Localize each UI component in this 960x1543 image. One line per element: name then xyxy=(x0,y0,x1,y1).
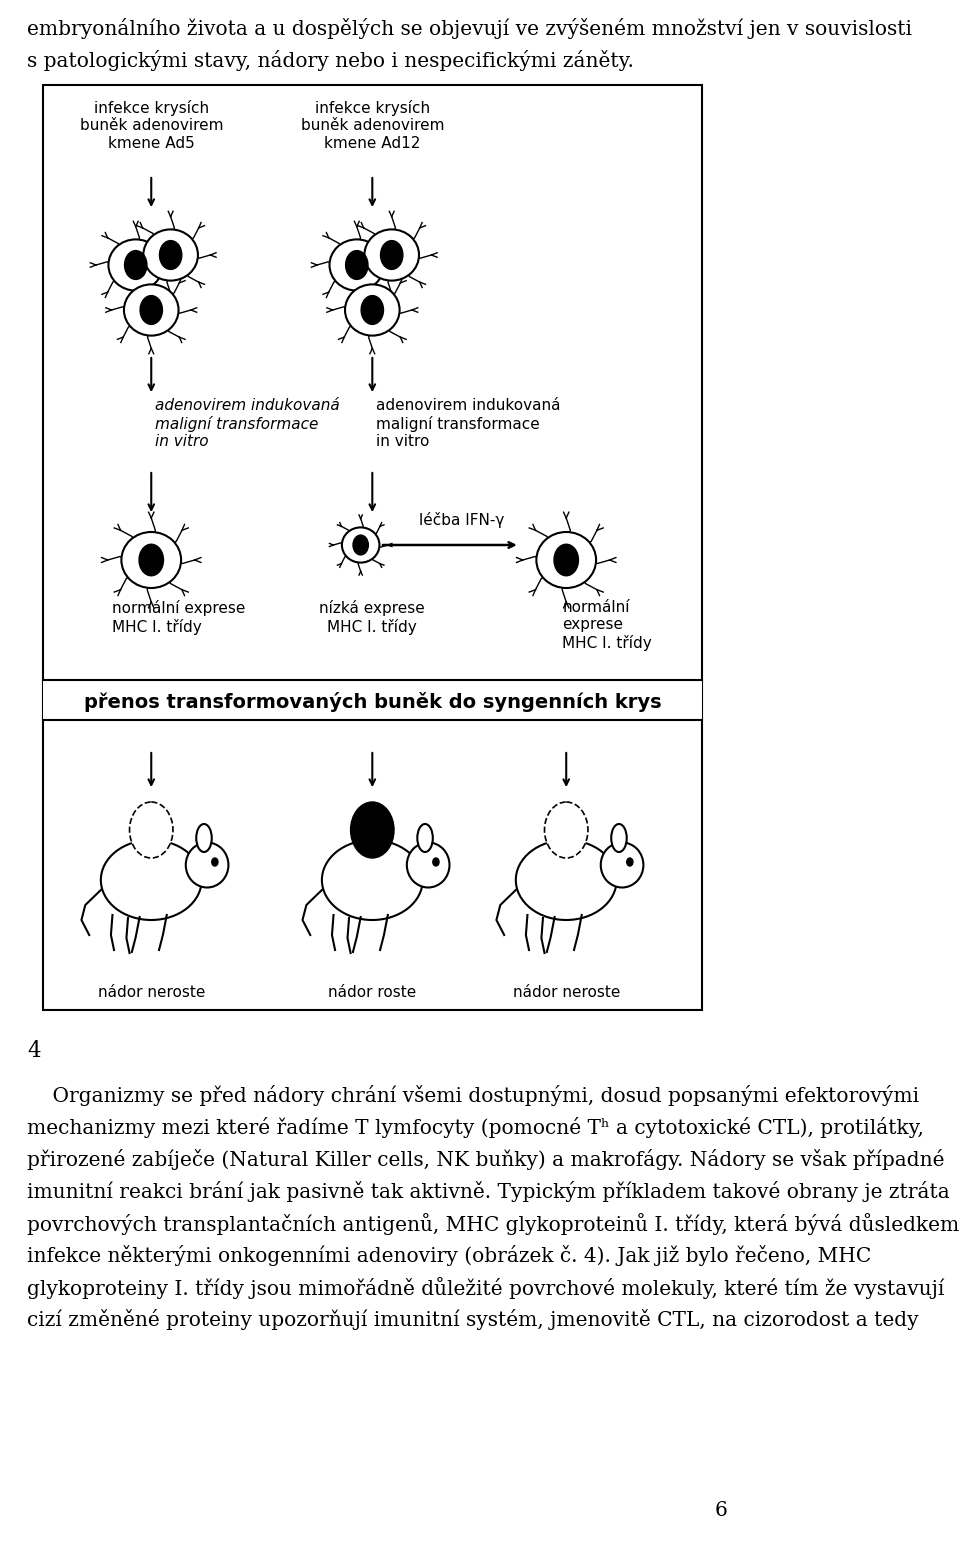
Text: adenovirem indukovaná
maligní transformace
in vitro: adenovirem indukovaná maligní transforma… xyxy=(156,398,340,449)
Circle shape xyxy=(130,802,173,858)
Circle shape xyxy=(361,296,383,324)
Text: adenovirem indukovaná
maligní transformace
in vitro: adenovirem indukovaná maligní transforma… xyxy=(376,398,561,449)
Circle shape xyxy=(627,858,633,866)
Ellipse shape xyxy=(537,532,596,588)
Text: infekce krysích
buněk adenovirem
kmene Ad5: infekce krysích buněk adenovirem kmene A… xyxy=(80,100,223,151)
Ellipse shape xyxy=(365,230,419,281)
Text: povrchových transplantačních antigenů, MHC glykoproteinů I. třídy, která bývá dů: povrchových transplantačních antigenů, M… xyxy=(27,1213,959,1234)
Ellipse shape xyxy=(612,824,627,852)
Text: cizí změněné proteiny upozorňují imunitní systém, jmenovitě CTL, na cizorodost a: cizí změněné proteiny upozorňují imunitn… xyxy=(27,1308,919,1330)
Ellipse shape xyxy=(516,839,616,920)
Ellipse shape xyxy=(143,230,198,281)
Circle shape xyxy=(159,241,181,270)
Ellipse shape xyxy=(407,842,449,887)
Text: nádor roste: nádor roste xyxy=(328,984,417,1000)
Text: 6: 6 xyxy=(715,1501,728,1520)
Circle shape xyxy=(140,296,162,324)
Ellipse shape xyxy=(186,842,228,887)
Ellipse shape xyxy=(345,284,399,335)
Text: nádor neroste: nádor neroste xyxy=(513,984,620,1000)
Ellipse shape xyxy=(601,842,643,887)
Circle shape xyxy=(350,802,394,858)
Circle shape xyxy=(433,858,439,866)
Ellipse shape xyxy=(124,284,179,335)
Text: embryonálního života a u dospělých se objevují ve zvýšeném množství jen v souvis: embryonálního života a u dospělých se ob… xyxy=(27,19,912,39)
Text: léčba IFN-γ: léčba IFN-γ xyxy=(419,512,504,528)
Circle shape xyxy=(554,545,579,576)
Text: imunitní reakci brání jak pasivně tak aktivně. Typickým příkladem takové obrany : imunitní reakci brání jak pasivně tak ak… xyxy=(27,1180,949,1202)
Text: s patologickými stavy, nádory nebo i nespecifickými záněty.: s patologickými stavy, nádory nebo i nes… xyxy=(27,49,634,71)
FancyBboxPatch shape xyxy=(42,85,702,1011)
Text: normální exprese
MHC I. třídy: normální exprese MHC I. třídy xyxy=(112,600,246,634)
Text: 4: 4 xyxy=(27,1040,40,1062)
Text: normální
exprese
MHC I. třídy: normální exprese MHC I. třídy xyxy=(563,600,652,651)
Circle shape xyxy=(380,241,403,270)
Text: infekce krysích
buněk adenovirem
kmene Ad12: infekce krysích buněk adenovirem kmene A… xyxy=(300,100,444,151)
Ellipse shape xyxy=(196,824,212,852)
Text: nádor neroste: nádor neroste xyxy=(98,984,204,1000)
Circle shape xyxy=(139,545,163,576)
Circle shape xyxy=(125,250,147,279)
Text: mechanizmy mezi které řadíme T lymfocyty (pomocné Tʰ a cytotoxické CTL), protilá: mechanizmy mezi které řadíme T lymfocyty… xyxy=(27,1117,924,1139)
Circle shape xyxy=(544,802,588,858)
Ellipse shape xyxy=(418,824,433,852)
Text: přenos transformovaných buněk do syngenních krys: přenos transformovaných buněk do syngenn… xyxy=(84,691,661,711)
Circle shape xyxy=(353,535,369,555)
Ellipse shape xyxy=(322,839,422,920)
Text: nízká exprese
MHC I. třídy: nízká exprese MHC I. třídy xyxy=(320,600,425,634)
Circle shape xyxy=(346,250,368,279)
Ellipse shape xyxy=(101,839,202,920)
Ellipse shape xyxy=(108,239,163,290)
Text: přirozené zabíječe (Natural Killer cells, NK buňky) a makrofágy. Nádory se však : přirozené zabíječe (Natural Killer cells… xyxy=(27,1150,945,1170)
Circle shape xyxy=(212,858,218,866)
Text: infekce některými onkogenními adenoviry (obrázek č. 4). Jak již bylo řečeno, MHC: infekce některými onkogenními adenoviry … xyxy=(27,1245,872,1265)
Text: Organizmy se před nádory chrání všemi dostupnými, dosud popsanými efektorovými: Organizmy se před nádory chrání všemi do… xyxy=(27,1085,920,1106)
Ellipse shape xyxy=(329,239,384,290)
Bar xyxy=(42,680,702,721)
Ellipse shape xyxy=(342,528,379,563)
Ellipse shape xyxy=(121,532,181,588)
Text: glykoproteiny I. třídy jsou mimořádně důležité povrchové molekuly, které tím že : glykoproteiny I. třídy jsou mimořádně dů… xyxy=(27,1278,945,1299)
